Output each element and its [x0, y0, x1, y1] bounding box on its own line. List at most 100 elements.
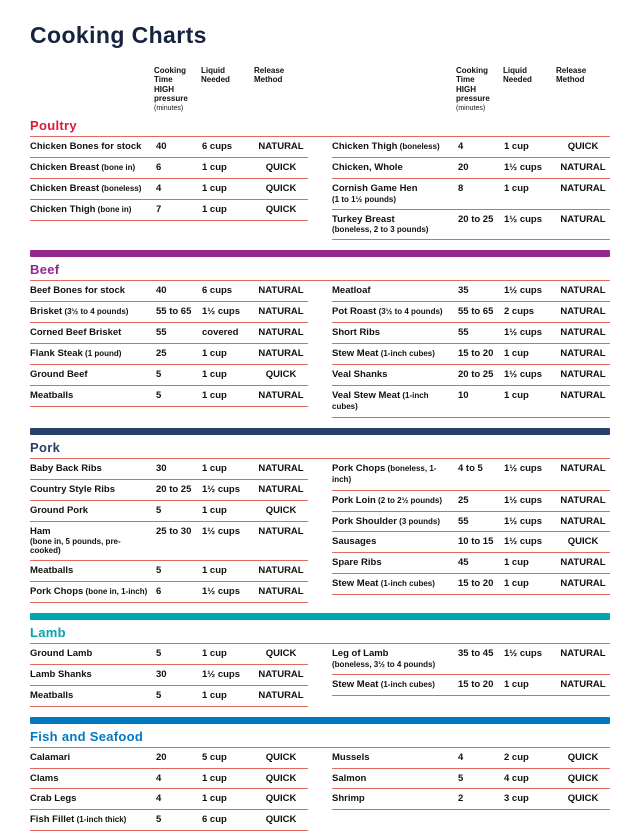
- item-label: Fish Fillet: [30, 814, 75, 826]
- item-name: Stew Meat (1-inch cubes): [332, 679, 453, 691]
- item-name: Flank Steak (1 pound): [30, 348, 151, 360]
- item-label: Calamari: [30, 751, 71, 763]
- item-name: Stew Meat (1-inch cubes): [332, 348, 453, 360]
- section-poultry: Poultry Chicken Bones for stock 40 6 cups NA…: [30, 118, 610, 241]
- item-name: Chicken Breast (bone in): [30, 162, 151, 174]
- liquid-needed-value: 1 cup: [202, 565, 227, 577]
- release-method-value: NATURAL: [258, 668, 304, 680]
- section-fish-and-seafood: Fish and Seafood Calamari 20 5 cup QUICK Clam…: [30, 716, 610, 831]
- chart-row: Ground Pork 5 1 cup QUICK: [30, 501, 308, 522]
- item-detail: (boneless): [99, 183, 142, 193]
- item-label: Ham: [30, 525, 51, 537]
- cook-time-value: 4: [156, 772, 162, 784]
- item-name: Chicken Breast (boneless): [30, 182, 151, 195]
- chart-row: Pork Loin (2 to 2½ pounds) 25 1½ cups NATUR…: [332, 491, 610, 512]
- cook-time-value: 55: [458, 327, 469, 339]
- chart-row: Beef Bones for stock 40 6 cups NATURAL: [30, 281, 308, 303]
- release-method-value: NATURAL: [560, 306, 606, 318]
- chart-row: Veal Shanks 20 to 25 1½ cups NATURAL: [332, 365, 610, 386]
- item-label: Veal Stew Meat: [332, 389, 401, 401]
- item-label: Mussels: [332, 751, 370, 763]
- chart-row: Meatballs 5 1 cup NATURAL: [30, 686, 308, 707]
- release-method-value: NATURAL: [258, 525, 304, 537]
- section-title-poultry: Poultry: [30, 118, 610, 137]
- release-method-value: NATURAL: [258, 389, 304, 401]
- liquid-needed-value: 1 cup: [504, 557, 529, 569]
- cook-time-value: 5: [458, 772, 464, 784]
- cook-time-value: 4: [458, 141, 464, 152]
- chart-row: Stew Meat (1-inch cubes) 15 to 20 1 cup NAT…: [332, 574, 610, 596]
- chart-sections: Poultry Chicken Bones for stock 40 6 cups NA…: [30, 113, 610, 831]
- cook-time-value: 7: [156, 203, 162, 215]
- chart-row: Pork Chops (bone in, 1-inch) 6 1½ cups NATU…: [30, 582, 308, 603]
- release-method-value: QUICK: [265, 647, 297, 659]
- item-label: Shrimp: [332, 793, 365, 805]
- liquid-needed-value: 2 cups: [504, 306, 535, 318]
- item-detail: (1-inch cubes): [378, 349, 435, 359]
- liquid-needed-value: 1 cup: [202, 161, 227, 173]
- item-detail-line: (bone in, 5 pounds, pre-cooked): [30, 537, 121, 556]
- item-name: Calamari: [30, 751, 151, 764]
- release-method-value: QUICK: [265, 814, 297, 826]
- item-label: Chicken Breast: [30, 182, 100, 194]
- item-label: Veal Shanks: [332, 368, 388, 380]
- release-method-value: NATURAL: [258, 285, 304, 297]
- release-method-value: NATURAL: [560, 182, 606, 194]
- release-method-value: NATURAL: [560, 161, 606, 173]
- liquid-needed-value: 1 cup: [202, 647, 227, 659]
- liquid-needed-value: 1½ cups: [202, 525, 241, 537]
- item-label: Stew Meat: [332, 578, 379, 590]
- release-method-value: NATURAL: [560, 557, 606, 569]
- item-name: Ground Pork: [30, 505, 151, 517]
- release-method-value: QUICK: [567, 536, 599, 548]
- chart-row: Shrimp 2 3 cup QUICK: [332, 789, 610, 811]
- cook-time-value: 35 to 45: [458, 647, 494, 659]
- item-label: Lamb Shanks: [30, 668, 92, 680]
- item-detail-line: (1 to 1½ pounds): [332, 194, 396, 204]
- liquid-needed-value: 5 cup: [202, 751, 227, 763]
- cook-time-value: 35: [458, 285, 469, 297]
- item-name: Pot Roast (3½ to 4 pounds): [332, 306, 453, 318]
- cook-time-value: 45: [458, 557, 469, 569]
- section-title-pork: Pork: [30, 440, 610, 459]
- cook-time-value: 6: [156, 585, 162, 597]
- chart-row: Salmon 5 4 cup QUICK: [332, 769, 610, 790]
- release-method-value: NATURAL: [560, 678, 606, 690]
- item-detail: (1 pound): [82, 349, 122, 359]
- item-name: Pork Shoulder (3 pounds): [332, 516, 453, 528]
- item-label: Salmon: [332, 772, 367, 784]
- release-method-value: QUICK: [265, 368, 297, 380]
- chart-row: Ham (bone in, 5 pounds, pre-cooked) 25 to …: [30, 522, 308, 562]
- chart-row: Brisket (3½ to 4 pounds) 55 to 65 1½ cups N…: [30, 302, 308, 324]
- liquid-needed-value: 1½ cups: [202, 306, 241, 318]
- cook-time-value: 30: [156, 668, 167, 680]
- liquid-needed-value: 3 cup: [504, 793, 529, 805]
- poultry-right-column: Chicken Thigh (boneless) 4 1 cup QUICK Chick…: [332, 137, 610, 241]
- item-detail: (3 pounds): [396, 516, 441, 526]
- item-detail: (3½ to 4 pounds): [62, 307, 129, 317]
- item-label: Pot Roast: [332, 306, 377, 318]
- section-body-fish-and-seafood: Calamari 20 5 cup QUICK Clams 4 1 cup QUICK Crab…: [30, 748, 610, 831]
- cook-time-value: 15 to 20: [458, 578, 494, 590]
- chart-row: Country Style Ribs 20 to 25 1½ cups NATURAL: [30, 480, 308, 501]
- liquid-needed-value: 1½ cups: [504, 515, 543, 527]
- item-label: Spare Ribs: [332, 557, 382, 569]
- release-method-value: QUICK: [265, 203, 297, 215]
- item-detail: (boneless): [397, 142, 440, 151]
- beef-divider-bar: [30, 250, 610, 258]
- liquid-needed-value: 1½ cups: [504, 368, 543, 380]
- item-name: Chicken Thigh (boneless): [332, 141, 453, 153]
- liquid-needed-value: 6 cups: [202, 141, 233, 152]
- release-method-value: QUICK: [567, 141, 599, 152]
- section-title-beef: Beef: [30, 262, 610, 282]
- release-method-value: NATURAL: [560, 494, 606, 506]
- item-name: Chicken Bones for stock: [30, 141, 151, 153]
- fish-and-seafood-divider-bar: [30, 716, 610, 724]
- item-name: Baby Back Ribs: [30, 463, 151, 475]
- chart-row: Mussels 4 2 cup QUICK: [332, 748, 610, 769]
- release-method-value: NATURAL: [560, 647, 606, 659]
- chart-row: Cornish Game Hen (1 to 1½ pounds) 8 1 cup NA…: [332, 179, 610, 210]
- item-name: Ground Lamb: [30, 648, 151, 660]
- item-name: Ground Beef: [30, 369, 151, 381]
- item-label: Brisket: [30, 306, 63, 318]
